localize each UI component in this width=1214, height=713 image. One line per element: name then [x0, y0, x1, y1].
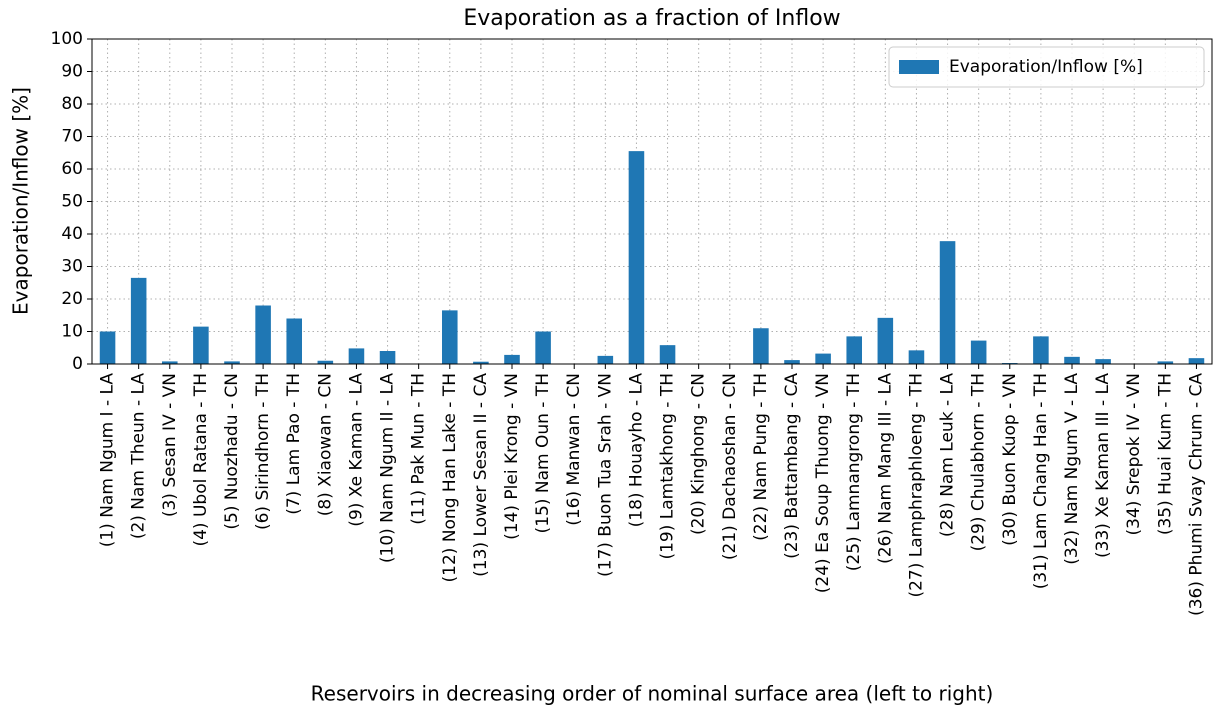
plot-frame [91, 38, 1213, 365]
legend-box [888, 46, 1205, 88]
x-tick-label: (24) Ea Soup Thuong - VN [813, 373, 833, 593]
bar [535, 331, 551, 364]
legend-swatch [899, 60, 939, 74]
bar [379, 351, 396, 364]
y-tick-label: 10 [61, 322, 83, 342]
bar [597, 355, 614, 364]
bar [1095, 359, 1111, 364]
bar [1033, 336, 1049, 364]
x-tick-label: (21) Dachaoshan - CN [720, 373, 740, 560]
x-tick-label: (26) Nam Mang III - LA [875, 373, 895, 564]
x-tick-label: (28) Nam Leuk - LA [938, 373, 958, 537]
y-tick-label: 20 [61, 289, 83, 309]
y-tick-label: 100 [51, 29, 83, 49]
x-tick-label: (15) Nam Oun - TH [533, 373, 553, 533]
x-tick-label: (32) Nam Ngum V - LA [1062, 373, 1082, 565]
x-tick-label: (33) Xe Kaman III - LA [1093, 373, 1113, 558]
x-tick-label: (8) Xiaowan - CN [315, 373, 335, 516]
x-tick-label: (31) Lam Chang Han - TH [1031, 373, 1051, 589]
bar [1188, 358, 1205, 364]
x-axis-label: Reservoirs in decreasing order of nomina… [311, 682, 994, 706]
bar [317, 360, 334, 364]
x-tick-label: (18) Houayho - LA [626, 373, 646, 528]
chart-title: Evaporation as a fraction of Inflow [463, 6, 840, 31]
x-tick-label: (4) Ubol Ratana - TH [191, 373, 211, 547]
bar [193, 326, 209, 364]
bar [99, 331, 116, 364]
y-tick-label: 30 [61, 257, 83, 277]
x-tick-label: (22) Nam Pung - TH [751, 373, 771, 541]
x-tick-label: (13) Lower Sesan II - CA [471, 373, 491, 577]
x-tick-label: (29) Chulabhorn - TH [969, 373, 989, 551]
x-tick-label: (35) Huai Kum - TH [1155, 373, 1175, 535]
bar [659, 345, 676, 364]
x-tick-label: (14) Plei Krong - VN [502, 373, 522, 540]
bar [473, 361, 489, 364]
x-tick-label: (1) Nam Ngum I - LA [98, 373, 118, 548]
y-tick-label: 0 [72, 354, 83, 374]
y-tick-label: 60 [61, 159, 83, 179]
x-tick-label: (19) Lamtakhong - TH [658, 373, 678, 560]
bar [504, 354, 520, 364]
y-tick-label: 40 [61, 224, 83, 244]
bar [877, 317, 894, 364]
x-tick-label: (27) Lamphraphloeng - TH [906, 373, 926, 598]
x-tick-label: (6) Sirindhorn - TH [253, 373, 273, 530]
x-tick-label: (17) Buon Tua Srah - VN [595, 373, 615, 577]
x-tick-label: (5) Nuozhadu - CN [222, 373, 242, 530]
x-tick-label: (2) Nam Theun - LA [129, 373, 149, 540]
bar [255, 305, 271, 364]
legend: Evaporation/Inflow [%] [888, 46, 1205, 88]
x-tick-label: (9) Xe Kaman - LA [346, 373, 366, 527]
bar [162, 361, 178, 364]
x-tick-label: (23) Battambang - CA [782, 373, 802, 559]
x-tick-label: (3) Sesan IV - VN [160, 373, 180, 517]
y-axis-label: Evaporation/Inflow [%] [9, 87, 33, 315]
x-tick-label: (30) Buon Kuop - VN [1000, 373, 1020, 546]
bar [1064, 356, 1080, 364]
bar [846, 336, 862, 364]
x-tick-label: (11) Pak Mun - TH [409, 373, 429, 525]
bar [815, 353, 831, 364]
y-tick-label: 70 [61, 127, 83, 147]
x-tick-label: (20) Kinghong - CN [689, 373, 709, 535]
bar [442, 310, 458, 364]
bar [628, 151, 645, 364]
legend-label: Evaporation/Inflow [%] [949, 57, 1143, 77]
bar [753, 328, 769, 364]
x-tick-label: (7) Lam Pao - TH [284, 373, 304, 515]
bar [130, 277, 147, 364]
bar [970, 340, 987, 364]
bar [939, 241, 956, 364]
bar [348, 348, 365, 364]
bar [784, 360, 800, 364]
x-tick-label: (34) Srepok IV - VN [1124, 373, 1144, 536]
bar [1157, 361, 1174, 364]
x-tick-label: (10) Nam Ngum II - LA [378, 373, 398, 563]
x-tick-label: (25) Lamnangrong - TH [844, 373, 864, 571]
x-tick-label: (16) Manwan - CN [564, 373, 584, 526]
y-tick-label: 80 [61, 94, 83, 114]
x-tick-label: (36) Phumi Svay Chrum - CA [1186, 373, 1206, 616]
bar [286, 318, 302, 364]
bar [908, 350, 925, 364]
bar [224, 361, 240, 364]
y-tick-label: 50 [61, 192, 83, 212]
x-tick-label: (12) Nong Han Lake - TH [440, 373, 460, 582]
y-tick-label: 90 [61, 62, 83, 82]
